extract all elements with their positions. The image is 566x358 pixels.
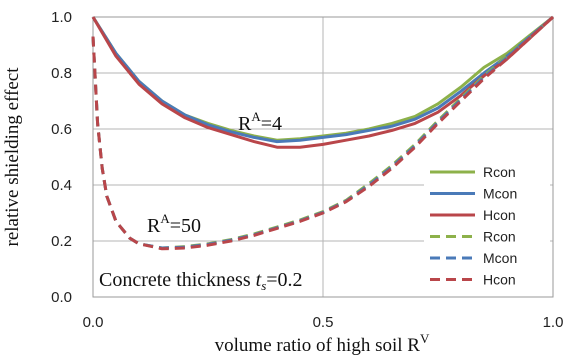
- legend-label: Hcon: [483, 272, 516, 288]
- y-tick-label: 1.0: [51, 9, 72, 26]
- legend-label: Mcon: [483, 250, 517, 266]
- legend-label: Hcon: [483, 207, 516, 223]
- thickness-note-suffix: =0.2: [266, 269, 302, 291]
- thickness-note-var: t: [256, 269, 262, 291]
- annotation-ra-4-base: R: [238, 113, 252, 135]
- legend: Rcon Mcon Hcon Rcon Mcon Hcon: [424, 160, 550, 296]
- series-line-hcon-ra50: [91, 15, 555, 251]
- y-tick-label: 0.4: [51, 177, 72, 194]
- legend-label: Mcon: [483, 186, 517, 202]
- y-axis-title: relative shielding effect: [2, 67, 23, 247]
- annotation-ra-4: RA=4: [238, 109, 282, 135]
- x-axis-title-main: volume ratio of high soil R: [215, 335, 421, 356]
- annotation-ra-50-rest: =50: [170, 215, 201, 237]
- legend-label: Rcon: [483, 229, 516, 245]
- annotation-ra-4-sup: A: [251, 109, 261, 124]
- plot-area-border: [92, 16, 554, 298]
- y-tick-labels: 0.0 0.2 0.4 0.6 0.8 1.0: [51, 9, 72, 306]
- series-group: [91, 15, 555, 251]
- x-tick-label: 0.5: [313, 314, 334, 331]
- series-line-mcon-ra4: [91, 15, 554, 144]
- x-tick-label: 1.0: [543, 314, 564, 331]
- annotation-ra-50-sup: A: [160, 211, 170, 226]
- legend-background: [424, 160, 550, 296]
- thickness-note-prefix: Concrete thickness: [99, 269, 256, 291]
- y-tick-label: 0.0: [51, 289, 72, 306]
- y-tick-label: 0.2: [51, 233, 72, 250]
- thickness-note: Concrete thickness ts=0.2: [99, 269, 303, 293]
- annotation-ra-4-rest: =4: [261, 113, 282, 135]
- x-axis-title: volume ratio of high soil RV: [215, 331, 430, 356]
- x-tick-label: 0.0: [83, 314, 104, 331]
- y-tick-label: 0.8: [51, 65, 72, 82]
- annotation-ra-50: RA=50: [147, 211, 201, 237]
- thickness-note-sub: s: [261, 278, 266, 293]
- y-tick-label: 0.6: [51, 121, 72, 138]
- x-axis-title-sup: V: [420, 331, 430, 346]
- x-tick-labels: 0.0 0.5 1.0: [83, 314, 564, 331]
- legend-label: Rcon: [483, 164, 516, 180]
- annotation-ra-50-base: R: [147, 215, 161, 237]
